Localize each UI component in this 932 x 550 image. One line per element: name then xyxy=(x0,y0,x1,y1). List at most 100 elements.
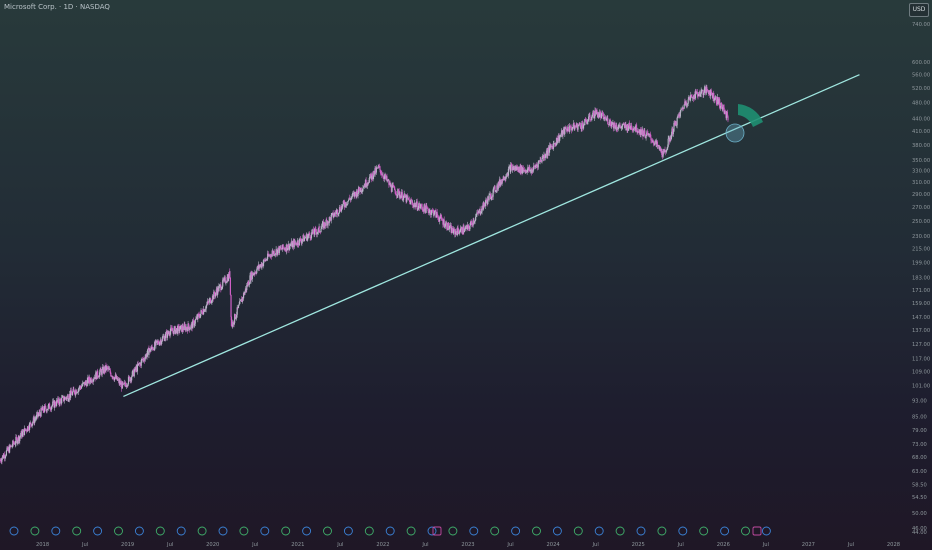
candle-body xyxy=(174,326,176,334)
candle-body xyxy=(303,237,306,242)
candle-body xyxy=(533,165,535,170)
candle-body xyxy=(455,230,457,233)
candle-body xyxy=(231,325,233,327)
candle-body xyxy=(631,129,633,131)
x-tick-label: Jul xyxy=(762,542,769,548)
candle-body xyxy=(352,193,354,195)
candle-body xyxy=(682,108,685,109)
candle-body xyxy=(46,409,48,412)
candle-body xyxy=(187,323,189,332)
candle-body xyxy=(131,376,133,381)
candle-body xyxy=(131,371,133,377)
candle-body xyxy=(609,119,611,125)
candle-body xyxy=(371,173,374,180)
candle-body xyxy=(90,378,92,383)
candle-body xyxy=(528,167,530,171)
y-tick-label: 171.00 xyxy=(912,288,930,294)
candle-body xyxy=(435,212,438,218)
candle-body xyxy=(551,146,553,147)
candle-body xyxy=(310,238,312,239)
candle-body xyxy=(99,368,101,373)
candle-body xyxy=(225,281,228,283)
candle-body xyxy=(548,145,551,153)
candle-body xyxy=(537,161,539,168)
candle-body xyxy=(369,174,371,179)
candle-body xyxy=(321,223,323,227)
candle-body xyxy=(529,170,531,172)
candle-body xyxy=(63,399,65,401)
event-markers xyxy=(9,526,771,536)
candle-body xyxy=(161,341,163,344)
currency-badge[interactable]: USD xyxy=(909,3,929,17)
candle-body xyxy=(565,128,567,130)
candle-body xyxy=(624,124,626,128)
candle-body xyxy=(511,167,514,170)
candle-body xyxy=(390,190,393,192)
candle-body xyxy=(429,210,432,215)
candle-body xyxy=(456,227,458,236)
candle-body xyxy=(302,235,304,240)
candle-body xyxy=(256,269,258,274)
event-marker-icon xyxy=(490,526,500,536)
candle-body xyxy=(229,271,231,278)
candle-body xyxy=(285,249,287,252)
candle-body xyxy=(364,185,366,187)
candle-body xyxy=(489,194,491,195)
candle-body xyxy=(349,198,351,201)
candle-body xyxy=(274,253,277,255)
candle-body xyxy=(96,370,98,380)
candle-body xyxy=(365,180,367,187)
candle-body xyxy=(114,377,116,381)
candle-body xyxy=(434,210,436,211)
event-marker-ring xyxy=(93,526,103,536)
candle-body xyxy=(194,323,196,326)
candle-body xyxy=(388,180,390,185)
candle-body xyxy=(658,145,660,150)
candle-body xyxy=(298,244,300,246)
candle-body xyxy=(678,114,680,116)
candle-body xyxy=(358,187,360,194)
candle-body xyxy=(166,332,168,338)
candle-body xyxy=(326,219,328,221)
candle-body xyxy=(618,126,620,128)
candle-body xyxy=(304,237,306,239)
candle-body xyxy=(352,192,355,194)
candle-body xyxy=(38,412,40,415)
candle-body xyxy=(583,124,585,126)
candle-body xyxy=(366,185,368,187)
candle-body xyxy=(709,90,711,97)
candle-body xyxy=(318,226,320,232)
candle-body xyxy=(30,424,33,427)
candle-body xyxy=(324,225,327,227)
candle-body xyxy=(454,230,457,235)
candle-body xyxy=(83,382,85,383)
candle-body xyxy=(12,440,14,447)
candle-body xyxy=(567,126,570,131)
candle-body xyxy=(69,394,71,398)
candle-body xyxy=(43,410,45,412)
candle-body xyxy=(159,340,162,343)
candle-body xyxy=(458,230,460,234)
candle-body xyxy=(611,122,613,125)
candle-body xyxy=(153,348,155,351)
candle-body xyxy=(170,327,173,329)
candle-body xyxy=(354,192,356,197)
candle-body xyxy=(538,160,541,162)
event-marker-icon xyxy=(260,526,270,536)
candle-body xyxy=(79,386,81,388)
candle-body xyxy=(605,118,607,121)
candle-body xyxy=(534,166,536,168)
candle-body xyxy=(370,175,372,180)
candle-body xyxy=(158,343,160,345)
candle-body xyxy=(232,321,234,327)
candle-body xyxy=(15,437,18,439)
candle-body xyxy=(35,414,38,419)
y-tick-label: 46.00 xyxy=(912,526,927,532)
candle-body xyxy=(681,109,683,110)
candle-body xyxy=(535,165,537,167)
event-marker-icon xyxy=(741,526,750,536)
candle-body xyxy=(635,124,638,132)
candle-body xyxy=(375,168,377,173)
candle-body xyxy=(211,295,214,302)
